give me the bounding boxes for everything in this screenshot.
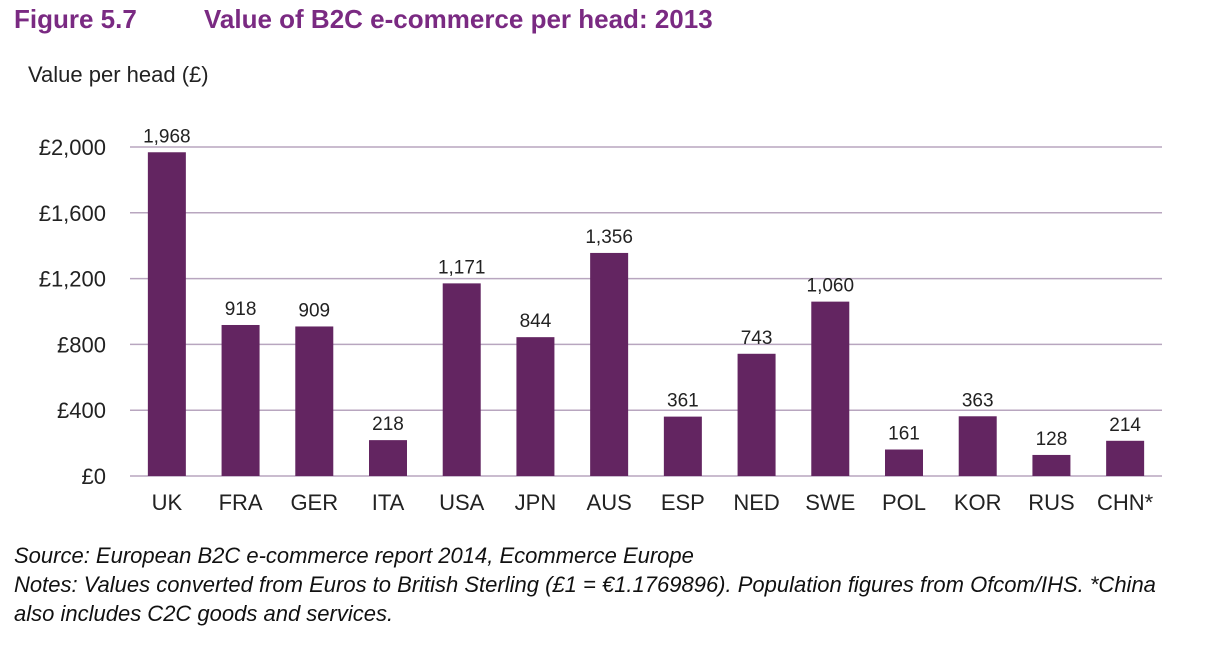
bar: [737, 353, 776, 476]
x-tick-label: CHN*: [1097, 490, 1154, 515]
bar: [369, 440, 407, 476]
data-label: 214: [1109, 415, 1141, 436]
x-tick-label: USA: [439, 490, 485, 515]
y-tick-label: £1,600: [39, 201, 106, 226]
gridlines: [130, 146, 1162, 477]
bar-chart: 1,968 918 909 218 1,171 844 1,356 361 743 1,060 16…: [39, 126, 1162, 515]
y-tick-label: £0: [82, 464, 106, 489]
source-note: Source: European B2C e-commerce report 2…: [14, 543, 694, 568]
data-label: 909: [298, 300, 330, 321]
data-label: 1,968: [143, 126, 191, 147]
data-label: 363: [962, 390, 994, 411]
bar: [590, 252, 629, 476]
bar: [442, 283, 481, 476]
bar: [147, 152, 186, 476]
x-tick-label: UK: [152, 490, 183, 515]
notes-text: Notes: Values converted from Euros to Br…: [14, 572, 1156, 626]
x-tick-label: POL: [882, 490, 926, 515]
bar: [885, 449, 923, 476]
data-label: 218: [372, 414, 404, 435]
data-label: 844: [520, 311, 552, 332]
y-tick-label: £1,200: [39, 267, 106, 292]
notes-block: Source: European B2C e-commerce report 2…: [14, 541, 1199, 628]
bar: [1032, 454, 1071, 476]
bar: [516, 337, 555, 476]
bar: [663, 416, 702, 476]
figure-number: Figure 5.7: [14, 4, 137, 34]
x-tick-label: FRA: [219, 490, 263, 515]
data-label: 1,171: [438, 257, 486, 278]
x-tick-label: JPN: [515, 490, 557, 515]
data-label: 1,356: [585, 227, 633, 248]
x-tick-label: RUS: [1028, 490, 1074, 515]
data-label: 361: [667, 391, 699, 412]
x-tick-label: ESP: [661, 490, 705, 515]
x-tick-label: GER: [290, 490, 338, 515]
data-label: 918: [225, 299, 257, 320]
chart-title: Value of B2C e-commerce per head: 2013: [204, 4, 713, 34]
x-tick-label: AUS: [587, 490, 632, 515]
y-axis-ticks: £0 £400 £800 £1,200 £1,600 £2,000: [39, 135, 106, 489]
bar: [295, 326, 334, 476]
y-tick-label: £400: [57, 398, 106, 423]
x-tick-label: SWE: [805, 490, 855, 515]
x-tick-label: ITA: [372, 490, 405, 515]
data-label: 161: [888, 424, 920, 445]
y-tick-label: £2,000: [39, 135, 106, 160]
bars: [147, 152, 1145, 476]
bar: [1106, 440, 1145, 476]
bar: [221, 324, 260, 476]
bar: [958, 416, 997, 476]
y-axis-label: Value per head (£): [28, 62, 209, 87]
value-labels: 1,968 918 909 218 1,171 844 1,356 361 743 1,060 16…: [143, 126, 1141, 450]
bar: [811, 301, 850, 476]
data-label: 128: [1036, 429, 1068, 450]
x-axis-ticks: UK FRA GER ITA USA JPN AUS ESP NED SWE POL KOR RUS CH…: [152, 490, 1154, 515]
data-label: 1,060: [807, 276, 855, 297]
data-label: 743: [741, 328, 773, 349]
x-tick-label: NED: [733, 490, 779, 515]
x-tick-label: KOR: [954, 490, 1002, 515]
y-tick-label: £800: [57, 332, 106, 357]
